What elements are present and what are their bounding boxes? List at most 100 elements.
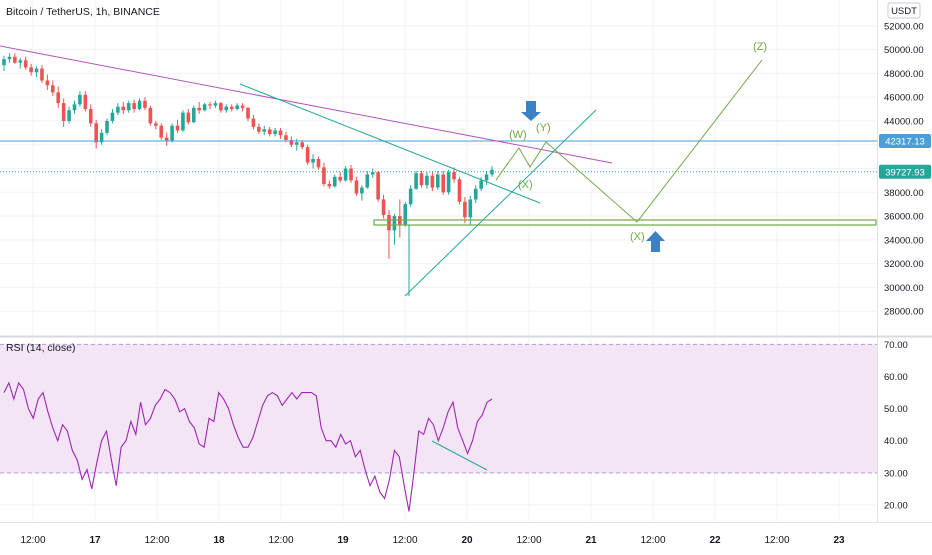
candle [213, 100, 218, 108]
support-zone[interactable] [373, 219, 877, 226]
candle [419, 170, 424, 188]
candle [246, 106, 250, 121]
candle [2, 55, 6, 72]
candle [387, 210, 391, 259]
candle [484, 170, 489, 186]
candle-body [121, 106, 126, 111]
candle [360, 185, 364, 201]
candle-body [88, 109, 93, 124]
time-tick-label: 17 [89, 535, 101, 546]
arrow-down-icon[interactable] [521, 101, 541, 121]
candle [343, 166, 348, 182]
candle-body [295, 142, 299, 145]
candle [365, 170, 370, 189]
ascending-support-line[interactable] [404, 109, 597, 297]
candle-body [327, 183, 332, 187]
candle [143, 97, 147, 111]
candle [164, 132, 169, 146]
drawing-tools[interactable] [0, 45, 877, 297]
candle [132, 99, 136, 113]
candle [148, 105, 153, 126]
candle [170, 123, 174, 143]
upper-channel-line[interactable] [239, 83, 541, 204]
price-level-badge: 42317.13 [879, 133, 931, 148]
time-tick-label: 12:00 [20, 535, 45, 546]
candle [181, 110, 185, 132]
candle-body [414, 173, 418, 189]
candle-body [154, 123, 158, 126]
time-tick-label: 23 [833, 535, 845, 546]
candle [430, 170, 435, 192]
candle [7, 53, 12, 63]
rsi-divergence-line[interactable] [431, 440, 488, 471]
candle [240, 103, 245, 112]
candle [191, 105, 196, 124]
currency-badge[interactable] [887, 2, 921, 19]
wave-label-x-upper: (X) [518, 179, 533, 191]
candle [34, 66, 39, 77]
candle [235, 103, 239, 111]
candle [408, 185, 413, 207]
price-tick-label: 50000.00 [884, 45, 924, 56]
candle-body [143, 100, 147, 108]
time-tick-label: 12:00 [392, 535, 417, 546]
candle-body [186, 112, 191, 123]
time-tick-label: 19 [337, 535, 349, 546]
price-tick-label: 52000.00 [884, 21, 924, 32]
candle [311, 154, 315, 169]
candle-body [240, 105, 245, 108]
main-pane[interactable] [0, 0, 877, 335]
price-tick-label: 48000.00 [884, 69, 924, 80]
candle [435, 170, 440, 190]
candle-body [219, 103, 223, 111]
price-tick-label: 44000.00 [884, 116, 924, 127]
candle [72, 100, 77, 114]
candle [300, 139, 305, 150]
candle [278, 128, 283, 139]
candle-body [446, 172, 451, 193]
candle [224, 104, 229, 113]
time-tick-label: 21 [585, 535, 597, 546]
candle-body [251, 118, 256, 127]
time-tick-label: 12:00 [268, 535, 293, 546]
wave-projection[interactable] [495, 59, 763, 223]
candle-body [300, 142, 305, 148]
candle-body [262, 129, 267, 132]
candle-body [191, 107, 196, 123]
candle-body [235, 105, 239, 110]
candle-body [23, 60, 28, 68]
candle [446, 169, 451, 195]
candle-body [452, 172, 456, 180]
rsi-tick-label: 50.00 [884, 404, 908, 415]
candle-body [51, 85, 55, 93]
descending-trendline[interactable] [0, 45, 613, 164]
candle [392, 213, 397, 245]
arrow-up-icon[interactable] [646, 231, 665, 252]
candle-body [116, 106, 120, 113]
candle [116, 103, 120, 116]
rsi-tick-label: 20.00 [884, 500, 908, 511]
candle-body [284, 135, 288, 140]
wave-label-x-lower: (X) [630, 231, 645, 243]
candle [126, 100, 131, 113]
candle-body [94, 123, 98, 143]
rsi-title: RSI (14, close) [6, 342, 75, 354]
candle [457, 176, 462, 205]
candle [67, 106, 71, 124]
candle [13, 53, 17, 64]
candle [175, 119, 180, 133]
rsi-line [3, 381, 493, 512]
candle-body [148, 107, 153, 124]
candle-body [67, 110, 71, 121]
time-axis[interactable]: 12:00 17 12:00 18 12:00 19 12:00 20 12:00 21 12:00… [20, 535, 845, 546]
candle [349, 164, 353, 183]
price-tick-label: 28000.00 [884, 307, 924, 318]
time-tick-label: 12:00 [764, 535, 789, 546]
rsi-tick-label: 40.00 [884, 436, 908, 447]
candle [332, 174, 337, 188]
candle-body [360, 187, 364, 194]
candle [370, 168, 375, 179]
rsi-axis[interactable]: 20.00 30.00 40.00 50.00 60.00 70.00 [884, 340, 908, 512]
candle [202, 103, 207, 112]
